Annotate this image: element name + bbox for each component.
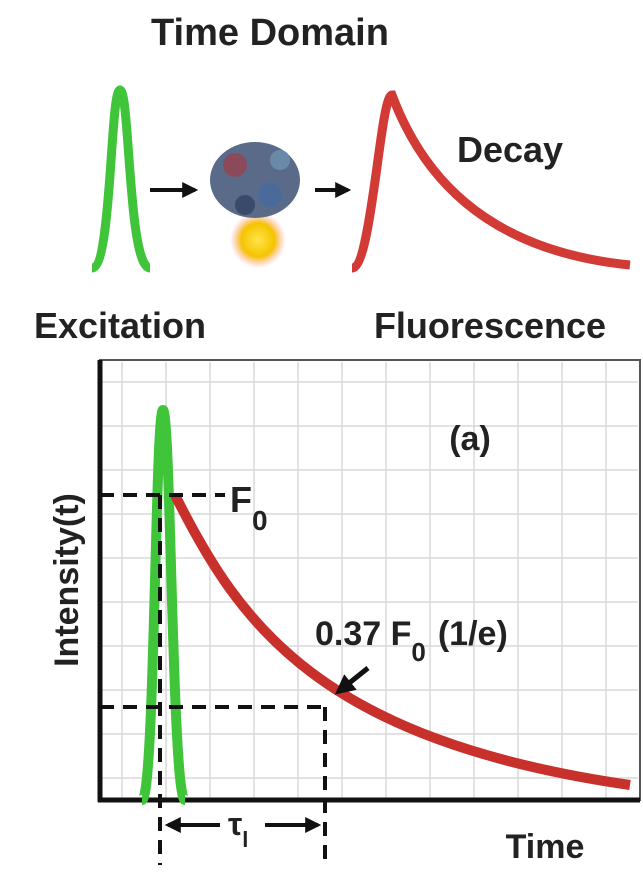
tau-sub: l <box>242 827 248 852</box>
tau-label: τl <box>228 806 248 852</box>
fluorescence-label: Fluorescence <box>374 305 606 346</box>
f0-text: F <box>230 479 252 520</box>
molecule <box>210 142 300 268</box>
plot-frame <box>99 359 641 801</box>
excitation-label: Excitation <box>34 305 206 346</box>
f0-label: F0 <box>230 479 268 536</box>
panel-label: (a) <box>449 420 491 458</box>
level-sub: 0 <box>411 637 425 667</box>
f0-sub: 0 <box>252 505 268 536</box>
tau-text: τ <box>228 806 242 842</box>
level-label: 0.37 F0 (1/e) <box>315 615 508 667</box>
plot: (a) F0 0.37 F0 (1/e) Intensity(t) Time τl <box>48 359 641 866</box>
excitation-pulse <box>89 85 153 273</box>
decay-curve <box>170 492 631 790</box>
guides <box>100 493 327 865</box>
y-label: Intensity(t) <box>48 493 86 667</box>
decay-label: Decay <box>457 129 563 170</box>
grid <box>102 362 638 798</box>
arrow <box>334 666 370 695</box>
title: Time Domain <box>151 12 389 54</box>
level-note: (1/e) <box>438 615 508 653</box>
decay-curve <box>349 90 631 273</box>
x-label: Time <box>506 828 585 866</box>
level-text: 0.37 F <box>315 615 411 653</box>
